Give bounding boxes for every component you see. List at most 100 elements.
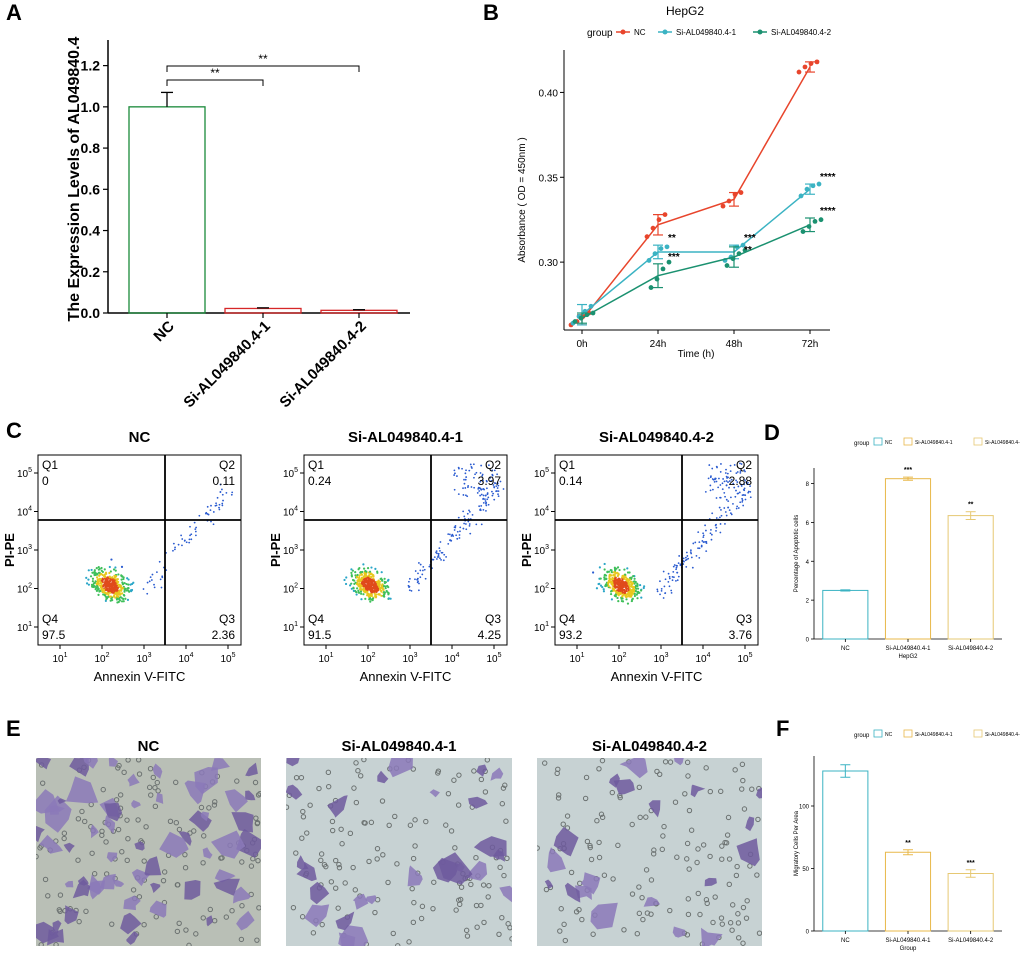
e-stained-cell — [64, 905, 79, 925]
e-pore — [198, 804, 205, 811]
c-event-dot — [483, 488, 486, 491]
e-stained-cell — [388, 758, 413, 778]
c-event-dot — [457, 493, 460, 495]
c-event-dot — [114, 592, 117, 595]
c-event-dot — [627, 583, 630, 586]
e-pore — [596, 854, 603, 861]
c-event-dot — [194, 530, 197, 533]
c-event-dot — [160, 586, 163, 589]
b-ytick-label: 0.30 — [539, 258, 559, 269]
c-event-dot — [496, 487, 499, 489]
b-sig-label: **** — [820, 206, 836, 217]
c-event-dot — [626, 567, 629, 570]
c-event-dot — [110, 576, 114, 579]
c-event-dot — [359, 571, 362, 574]
f-legend-swatch — [903, 729, 913, 738]
e-pore — [682, 791, 688, 797]
c-ytick-label: 101 — [534, 621, 549, 634]
c-event-dot — [704, 524, 706, 527]
c-event-dot — [363, 567, 366, 570]
b-xtick-label: 72h — [802, 339, 819, 350]
c-event-dot — [112, 579, 116, 583]
c-event-dot — [736, 471, 739, 473]
c-event-dot — [370, 575, 373, 579]
c-event-dot — [421, 573, 424, 576]
e-pore — [38, 942, 44, 946]
e-pore — [485, 894, 491, 900]
c-event-dot — [108, 584, 111, 588]
c-plot-title: Si-AL049840.4-2 — [599, 429, 714, 446]
c-event-dot — [489, 476, 492, 479]
e-pore — [659, 846, 665, 853]
c-ylabel: PI-PE — [268, 533, 283, 567]
c-ytick-label: 101 — [17, 621, 32, 634]
c-event-dot — [383, 592, 386, 596]
c-event-dot — [629, 580, 632, 584]
c-event-dot — [727, 481, 729, 483]
e-pore — [684, 759, 691, 766]
c-event-dot — [735, 479, 737, 482]
c-event-dot — [702, 534, 705, 537]
c-event-dot — [729, 464, 732, 467]
e-pore — [610, 876, 616, 882]
a-xtick-label: Si-AL049840.4-1 — [180, 318, 273, 411]
c-event-dot — [85, 576, 88, 579]
c-event-dot — [672, 565, 675, 568]
c-event-dot — [486, 480, 488, 483]
c-event-dot — [667, 581, 670, 583]
c-event-dot — [97, 593, 100, 596]
e-stained-cell — [286, 784, 303, 800]
c-event-dot — [216, 496, 219, 499]
c-event-dot — [747, 481, 749, 484]
e-pore — [329, 818, 336, 825]
e-pore — [99, 828, 105, 834]
e-stained-cell — [564, 882, 581, 903]
b-legend-dot — [757, 29, 763, 35]
e-pore — [651, 847, 657, 853]
c-event-dot — [497, 495, 500, 498]
c-event-dot — [419, 576, 422, 579]
c-event-dot — [715, 497, 718, 499]
e-pore — [650, 851, 657, 857]
c-event-dot — [439, 541, 442, 543]
c-q3-name: Q3 — [736, 612, 752, 626]
c-event-dot — [358, 574, 361, 577]
e-stained-cell — [231, 812, 254, 833]
c-event-dot — [502, 488, 505, 490]
e-stained-cell — [619, 758, 648, 779]
e-pore — [200, 860, 206, 866]
c-event-dot — [87, 583, 90, 586]
c-event-dot — [120, 578, 123, 581]
c-event-dot — [383, 581, 386, 585]
e-pore — [504, 855, 510, 862]
c-event-dot — [112, 568, 116, 571]
c-event-dot — [418, 562, 420, 564]
b-xlabel: Time (h) — [678, 349, 715, 360]
c-event-dot — [447, 542, 450, 545]
c-event-dot — [616, 566, 620, 569]
e-pore — [410, 855, 417, 862]
e-pore — [167, 818, 174, 824]
c-event-dot — [428, 565, 431, 568]
c-ytick-label: 101 — [283, 621, 298, 634]
c-event-dot — [675, 566, 678, 569]
b-series-line — [581, 66, 811, 321]
c-event-dot — [739, 501, 742, 504]
e-pore — [353, 760, 359, 766]
e-pore — [307, 802, 313, 808]
c-event-dot — [598, 566, 601, 569]
e-pore — [644, 910, 651, 916]
e-stained-cell — [352, 893, 369, 910]
c-event-dot — [153, 586, 156, 589]
c-event-dot — [639, 589, 643, 592]
a-sig-label: ** — [210, 66, 220, 80]
c-event-dot — [118, 584, 121, 587]
e-pore — [719, 921, 726, 927]
e-pore — [218, 855, 224, 861]
c-event-dot — [408, 580, 410, 583]
c-event-dot — [352, 587, 355, 590]
e-pore — [484, 758, 491, 763]
c-event-dot — [111, 591, 114, 594]
c-event-dot — [714, 477, 717, 480]
c-q4-value: 93.2 — [559, 628, 583, 642]
